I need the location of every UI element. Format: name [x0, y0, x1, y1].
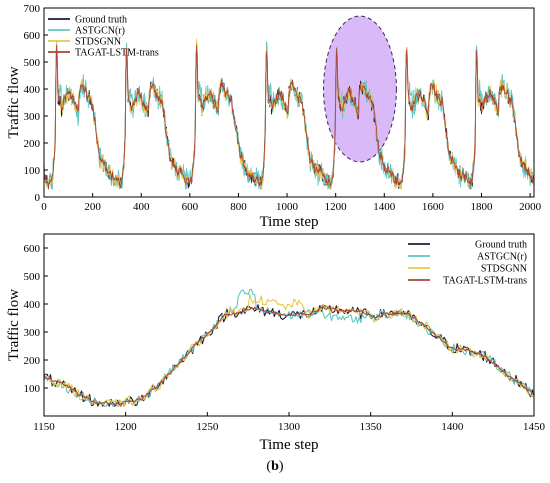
zoom-legend-label-2: STDSGNN — [481, 264, 527, 275]
zoom-x-tick-label: 1200 — [115, 421, 138, 433]
zoom-x-tick-label: 1250 — [196, 421, 219, 433]
zoom-y-tick-label: 200 — [24, 355, 41, 367]
series-line-3 — [43, 44, 535, 190]
y-tick-label: 600 — [24, 30, 41, 42]
y-tick-label: 200 — [24, 138, 41, 150]
zoom-y-tick-label: 400 — [24, 299, 41, 311]
y-tick-label: 400 — [24, 84, 41, 96]
zoom-x-axis-title: Time step — [259, 437, 318, 453]
y-axis-title: Traffic flow — [6, 66, 22, 138]
zoom-x-tick-label: 1350 — [360, 421, 383, 433]
legend-label-2: STDSGNN — [75, 37, 121, 48]
x-tick-label: 600 — [182, 201, 199, 213]
zoom-x-tick-label: 1150 — [33, 421, 55, 433]
x-tick-label: 1800 — [471, 201, 494, 213]
chart-top: 0 100 200 300 400 500 600 700 0 200 400 600 800 1000 1… — [6, 3, 542, 230]
zoom-legend-label-1: ASTGCN(r) — [477, 252, 527, 263]
zoom-plot-area-border — [43, 233, 535, 417]
zoom-y-tick-label: 100 — [24, 383, 41, 395]
x-tick-label: 1400 — [373, 201, 396, 213]
plot-area-border — [43, 7, 535, 198]
x-tick-label: 1200 — [325, 201, 348, 213]
zoom-legend-label-0: Ground truth — [475, 240, 527, 251]
x-tick-label: 1000 — [276, 201, 299, 213]
zoom-x-tick-label: 1400 — [441, 421, 464, 433]
zoom-y-tick-label: 300 — [24, 327, 41, 339]
panel-label: (b) — [266, 459, 283, 474]
y-tick-label: 300 — [24, 111, 41, 123]
y-tick-label: 700 — [24, 3, 41, 15]
zoom-series-line-0 — [43, 304, 535, 407]
y-tick-label: 500 — [24, 57, 41, 69]
zoom-x-tick-label: 1300 — [278, 421, 301, 433]
y-tick-label: 0 — [35, 192, 41, 204]
x-tick-label: 2000 — [519, 201, 542, 213]
zoom-legend-label-3: TAGAT-LSTM-trans — [443, 276, 527, 287]
zoom-x-tick-label: 1450 — [523, 421, 546, 433]
chart-bottom: 100 200 300 400 500 600 1150 1200 1250 1300 1350 14… — [6, 233, 546, 453]
zoom-series-line-1 — [43, 288, 535, 407]
zoom-series-line-3 — [43, 306, 535, 406]
zoom-series-line-2 — [43, 293, 534, 407]
legend-label-3: TAGAT-LSTM-trans — [75, 48, 159, 59]
legend-label-0: Ground truth — [75, 15, 127, 26]
zoom-y-axis-title: Traffic flow — [6, 289, 22, 361]
y-tick-label: 100 — [24, 165, 41, 177]
zoom-y-tick-label: 600 — [24, 243, 41, 255]
x-tick-label: 200 — [84, 201, 101, 213]
zoom-y-tick-label: 500 — [24, 271, 41, 283]
x-tick-label: 0 — [41, 201, 47, 213]
legend-label-1: ASTGCN(r) — [75, 26, 125, 37]
x-tick-label: 400 — [133, 201, 150, 213]
x-axis-title: Time step — [259, 214, 318, 230]
x-tick-label: 800 — [230, 201, 247, 213]
x-tick-label: 1600 — [422, 201, 445, 213]
